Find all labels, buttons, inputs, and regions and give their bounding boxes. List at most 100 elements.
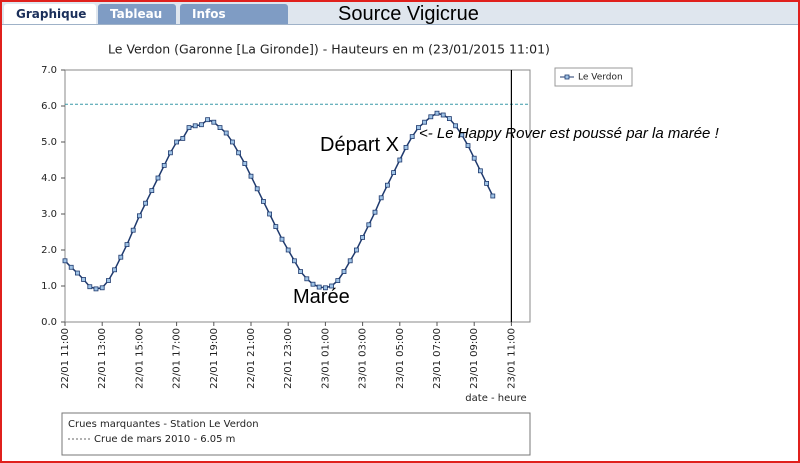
header-text: Source Vigicrue bbox=[338, 3, 479, 25]
data-point bbox=[310, 281, 316, 287]
x-tick-label: 23/01 03:00 bbox=[358, 328, 369, 389]
x-tick-label: 23/01 11:00 bbox=[506, 328, 517, 389]
data-point bbox=[484, 180, 490, 186]
data-point bbox=[316, 284, 322, 290]
data-point bbox=[366, 222, 372, 228]
y-tick-label: 6.0 bbox=[41, 101, 57, 112]
caption-box bbox=[61, 412, 531, 456]
data-point bbox=[136, 213, 142, 219]
y-tick-label: 7.0 bbox=[41, 65, 57, 76]
x-axis-label: date - heure bbox=[465, 393, 526, 404]
data-point bbox=[440, 112, 446, 118]
data-point bbox=[353, 247, 359, 253]
data-point bbox=[254, 186, 260, 192]
data-point bbox=[180, 135, 186, 141]
data-point bbox=[384, 182, 390, 188]
caption-item: Crue de mars 2010 - 6.05 m bbox=[94, 434, 235, 445]
data-point bbox=[459, 132, 465, 138]
y-tick-label: 2.0 bbox=[41, 245, 57, 256]
chart-title: Le Verdon (Garonne [La Gironde]) - Haute… bbox=[108, 42, 550, 57]
data-point bbox=[285, 247, 291, 253]
x-tick-label: 22/01 23:00 bbox=[283, 328, 294, 389]
x-tick-label: 23/01 09:00 bbox=[469, 328, 480, 389]
data-point bbox=[174, 139, 180, 145]
data-point bbox=[229, 139, 235, 145]
data-point bbox=[329, 283, 335, 289]
x-tick-label: 22/01 17:00 bbox=[172, 328, 183, 389]
tab-bar: Graphique Tableau Infos station Source V… bbox=[2, 2, 798, 41]
data-point bbox=[372, 209, 378, 215]
data-point bbox=[267, 211, 273, 217]
data-point bbox=[217, 125, 223, 130]
data-point bbox=[422, 119, 428, 125]
tab[interactable]: Infos station bbox=[180, 4, 288, 41]
x-tick-label: 23/01 07:00 bbox=[432, 328, 443, 389]
data-point bbox=[465, 143, 471, 149]
data-point bbox=[335, 278, 341, 284]
data-point bbox=[341, 269, 347, 275]
data-point bbox=[186, 125, 192, 130]
tab[interactable]: Graphique bbox=[4, 4, 96, 24]
data-point bbox=[248, 173, 254, 179]
annotation: Départ X bbox=[320, 134, 399, 156]
data-point bbox=[446, 116, 452, 121]
caption-title: Crues marquantes - Station Le Verdon bbox=[68, 419, 259, 430]
annotation: <- Le Happy Rover est poussé par la maré… bbox=[419, 125, 719, 142]
data-point bbox=[106, 278, 111, 284]
series-line bbox=[64, 112, 494, 290]
data-point bbox=[130, 227, 136, 233]
data-point bbox=[428, 114, 434, 120]
data-point bbox=[75, 270, 80, 276]
y-tick-label: 3.0 bbox=[41, 209, 57, 220]
data-point bbox=[62, 258, 68, 264]
y-tick-label: 4.0 bbox=[41, 173, 57, 184]
data-point bbox=[471, 155, 477, 161]
data-point bbox=[415, 125, 421, 130]
data-point bbox=[99, 285, 105, 291]
data-point bbox=[87, 284, 93, 290]
data-point bbox=[322, 285, 328, 291]
data-point bbox=[149, 188, 155, 194]
data-point bbox=[378, 195, 384, 201]
data-point bbox=[93, 286, 99, 292]
data-point bbox=[490, 193, 496, 199]
plot-frame bbox=[64, 69, 531, 323]
annotation: Marée bbox=[293, 286, 350, 308]
x-tick-label: 22/01 19:00 bbox=[209, 328, 220, 389]
data-point bbox=[81, 277, 86, 282]
x-tick-label: 22/01 11:00 bbox=[60, 328, 71, 389]
data-point bbox=[360, 234, 366, 240]
x-tick-label: 22/01 15:00 bbox=[134, 328, 145, 389]
data-point bbox=[477, 168, 483, 174]
legend-marker bbox=[564, 74, 570, 80]
data-point bbox=[403, 144, 409, 150]
data-point bbox=[298, 269, 304, 275]
x-tick-label: 23/01 05:00 bbox=[395, 328, 406, 389]
data-point bbox=[397, 157, 403, 163]
data-point bbox=[124, 242, 130, 248]
tab[interactable]: Tableau bbox=[98, 4, 176, 24]
data-point bbox=[273, 224, 279, 230]
data-point bbox=[409, 134, 415, 140]
data-point bbox=[236, 150, 242, 156]
x-tick-label: 22/01 21:00 bbox=[246, 328, 257, 389]
data-point bbox=[434, 110, 440, 116]
data-point bbox=[143, 200, 149, 206]
data-point bbox=[205, 117, 211, 123]
data-point bbox=[223, 130, 229, 136]
data-point bbox=[112, 267, 117, 273]
y-tick-label: 5.0 bbox=[41, 137, 57, 148]
legend-label: Le Verdon bbox=[578, 73, 623, 83]
data-point bbox=[242, 161, 248, 167]
data-point bbox=[68, 264, 74, 270]
legend bbox=[554, 67, 633, 87]
data-point bbox=[161, 162, 167, 168]
data-point bbox=[211, 119, 217, 125]
data-point bbox=[192, 123, 198, 129]
data-point bbox=[167, 150, 173, 156]
data-point bbox=[291, 258, 297, 264]
data-point bbox=[279, 236, 285, 242]
data-point bbox=[453, 123, 459, 129]
